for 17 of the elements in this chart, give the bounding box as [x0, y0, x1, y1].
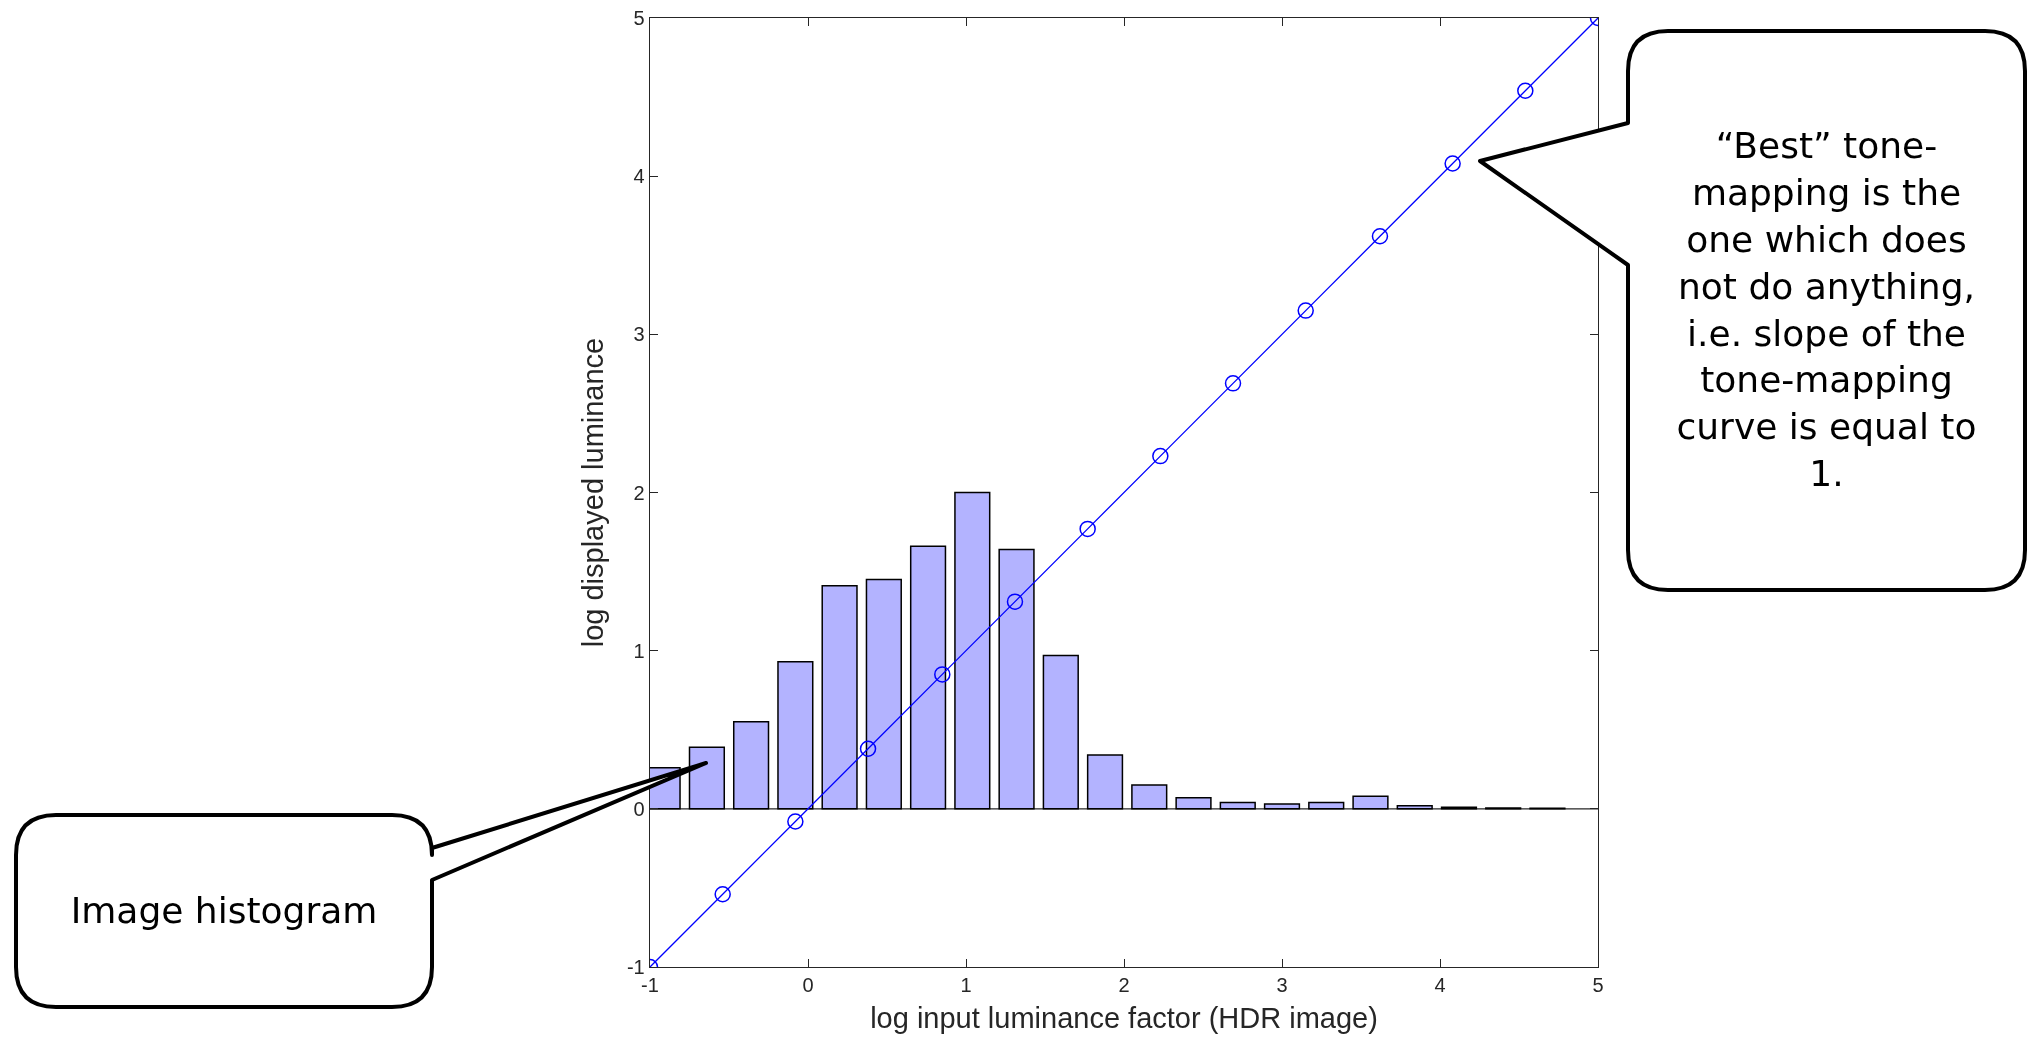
text: “Best” tone-mapping is the one which does not do anything, i.e. slope of the tone-mapping curve is equal to 1. [1675, 124, 1978, 496]
y-tick-label: 4 [633, 165, 645, 188]
y-tick-label: -1 [626, 956, 645, 978]
text: Image histogram [69, 888, 379, 933]
y-tick-label: 3 [633, 323, 645, 346]
y-tick-label: 0 [633, 797, 645, 820]
x-tick-label: 3 [1276, 974, 1288, 997]
y-tick-label: 5 [633, 7, 645, 29]
x-tick-label: 5 [1592, 974, 1604, 997]
y-tick-label: 1 [633, 639, 645, 662]
y-tick-label: 2 [633, 481, 645, 504]
x-tick-label: 1 [960, 974, 972, 997]
x-tick-label: 0 [802, 974, 814, 997]
x-tick-label: 4 [1434, 974, 1446, 997]
x-tick-label: 2 [1118, 974, 1130, 997]
x-axis-title: log input luminance factor (HDR image) [870, 1001, 1378, 1034]
y-axis-title: log displayed luminance [577, 337, 610, 648]
